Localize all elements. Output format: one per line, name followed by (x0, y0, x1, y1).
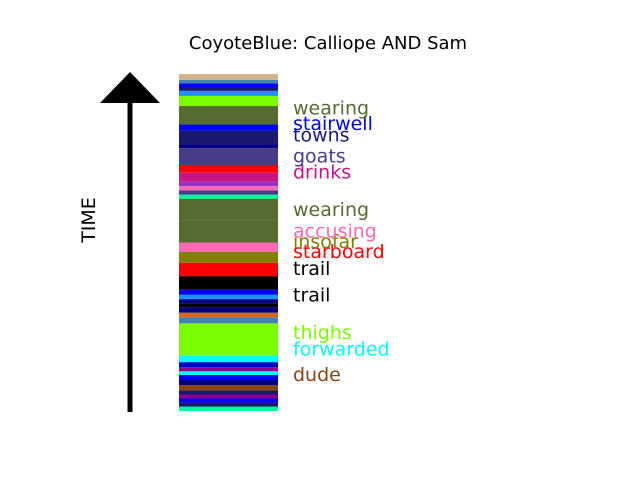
segment-17 (179, 299, 278, 304)
word-labels: dudeforwardedthighstrailtrailstarboardin… (293, 98, 390, 386)
word-label-1: forwarded (293, 339, 390, 361)
segment-21 (179, 262, 278, 277)
word-label-9: drinks (293, 162, 351, 184)
segment-27 (179, 190, 278, 195)
word-label-8: wearing (293, 199, 369, 221)
segment-39 (179, 87, 278, 91)
segment-24 (179, 220, 278, 243)
time-arrow-head (100, 72, 160, 103)
color-strip (179, 74, 278, 411)
segment-29 (179, 181, 278, 187)
segment-42 (179, 74, 278, 80)
segment-41 (179, 79, 278, 84)
word-label-12: stairwell (293, 113, 373, 135)
segment-33 (179, 144, 278, 149)
segment-38 (179, 90, 278, 96)
segment-4 (179, 390, 278, 395)
segment-7 (179, 374, 278, 380)
segment-10 (179, 362, 278, 368)
segment-1 (179, 402, 278, 407)
word-label-7: accusing (293, 221, 377, 243)
segment-12 (179, 323, 278, 356)
segment-20 (179, 276, 278, 290)
segment-0 (179, 406, 278, 411)
time-arrow (100, 72, 160, 412)
segment-11 (179, 355, 278, 363)
segment-32 (179, 148, 278, 165)
segment-16 (179, 303, 278, 308)
segment-19 (179, 289, 278, 295)
segment-30 (179, 172, 278, 182)
segment-13 (179, 317, 278, 324)
segment-40 (179, 83, 278, 88)
segment-14 (179, 312, 278, 318)
segment-23 (179, 242, 278, 252)
segment-5 (179, 385, 278, 391)
segment-26 (179, 194, 278, 199)
word-label-2: thighs (293, 322, 352, 344)
segment-3 (179, 394, 278, 399)
segment-34 (179, 130, 278, 145)
segment-9 (179, 367, 278, 372)
segment-8 (179, 371, 278, 375)
segment-6 (179, 379, 278, 386)
segment-37 (179, 95, 278, 107)
segment-36 (179, 106, 278, 125)
word-label-11: towns (293, 125, 350, 147)
word-label-0: dude (293, 364, 341, 386)
segment-18 (179, 294, 278, 300)
segment-35 (179, 124, 278, 131)
word-label-3: trail (293, 285, 330, 307)
word-label-6: insofar (293, 231, 358, 253)
segment-15 (179, 307, 278, 313)
word-label-10: goats (293, 146, 346, 168)
segment-28 (179, 186, 278, 191)
segment-31 (179, 164, 278, 173)
word-label-13: wearing (293, 98, 369, 120)
chart-title: CoyoteBlue: Calliope AND Sam (189, 33, 467, 54)
word-label-5: starboard (293, 241, 385, 263)
segment-22 (179, 251, 278, 263)
segment-2 (179, 398, 278, 403)
segment-25 (179, 198, 278, 221)
y-axis-label: TIME (78, 197, 100, 244)
word-label-4: trail (293, 258, 330, 280)
